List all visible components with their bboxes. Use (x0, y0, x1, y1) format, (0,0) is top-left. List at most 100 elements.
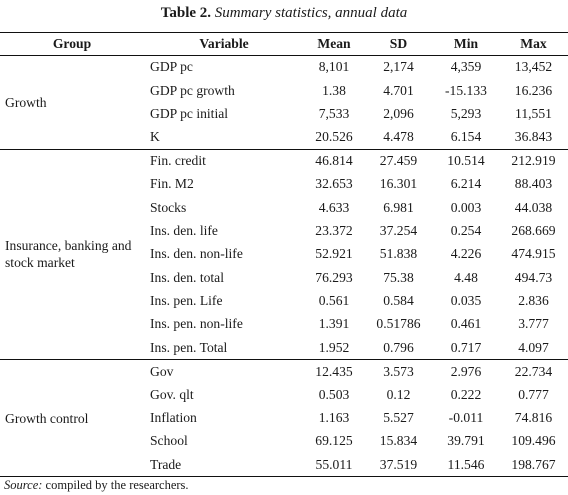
group-label: Growth (5, 94, 47, 110)
max-cell: 16.236 (514, 82, 553, 98)
sd-cell: 0.796 (383, 339, 414, 355)
variable-cell: Ins. den. total (150, 269, 224, 285)
min-cell: 0.035 (450, 293, 482, 309)
mean-cell: 1.391 (318, 316, 350, 332)
variable-cell: Inflation (150, 410, 197, 426)
header-min: Min (453, 36, 479, 51)
variable-cell: Fin. M2 (150, 176, 194, 192)
mean-cell: 46.814 (304, 148, 364, 173)
mean-cell: 55.011 (315, 456, 353, 472)
table-title: Summary statistics, annual data (214, 5, 408, 21)
mean-cell: 1.163 (318, 410, 350, 426)
sd-cell: 0.51786 (376, 316, 421, 332)
group-label: Insurance, banking and stock market (0, 148, 144, 360)
variable-cell: Ins. den. life (150, 222, 218, 238)
sd-cell: 2,174 (383, 59, 414, 75)
sd-cell: 2,096 (383, 105, 414, 121)
header-row: Group Variable Mean SD Min Max (0, 32, 568, 56)
variable-cell: Stocks (150, 199, 187, 215)
variable-cell: GDP pc growth (150, 82, 235, 98)
max-cell: 3.777 (518, 316, 549, 332)
sd-cell: 16.301 (379, 176, 418, 192)
max-cell: 2.836 (518, 293, 549, 309)
table-row: Growth GDP pc 8,101 2,174 4,359 13,452 (0, 56, 568, 109)
summary-statistics-table: Group Variable Mean SD Min Max Growth GDP… (0, 32, 568, 477)
min-cell: 0.717 (450, 339, 482, 355)
table-number: Table 2. (160, 5, 212, 21)
max-cell: 88.403 (514, 176, 553, 192)
sd-cell: 37.254 (379, 222, 418, 238)
max-cell: 109.496 (511, 433, 556, 449)
table-row: GDP pc growth 1.38 4.701 -15.133 16.236 (0, 79, 568, 102)
max-cell: 36.843 (514, 129, 553, 145)
sd-cell: 4.701 (383, 82, 414, 98)
min-cell: 10.514 (432, 148, 499, 173)
variable-cell: Ins. pen. Life (150, 293, 223, 309)
max-cell: 13,452 (514, 59, 553, 75)
header-mean: Mean (317, 36, 351, 51)
min-cell: 4.48 (454, 269, 478, 285)
header-max: Max (520, 36, 547, 51)
min-cell: 11.546 (447, 456, 485, 472)
header-group: Group (52, 36, 92, 51)
table-row: Trade 55.011 37.519 11.546 198.767 (0, 453, 568, 476)
mean-cell: 69.125 (315, 433, 353, 449)
sd-cell: 3.573 (364, 359, 433, 383)
table-row: Insurance, banking and stock market Fin. … (0, 148, 568, 360)
table-row: Fin. M2 32.653 16.301 6.214 88.403 (0, 172, 568, 195)
mean-cell: 12.435 (304, 359, 364, 383)
min-cell: 0.222 (450, 386, 482, 402)
table-row: GDP pc initial 7,533 2,096 5,293 11,551 (0, 102, 568, 125)
min-cell: 0.461 (450, 316, 482, 332)
max-cell: 4.097 (518, 339, 549, 355)
min-cell: 4,359 (450, 59, 482, 75)
max-cell: 74.816 (514, 410, 553, 426)
mean-cell: 76.293 (315, 269, 353, 285)
header-sd: SD (389, 36, 408, 51)
table-row: Inflation 1.163 5.527 -0.011 74.816 (0, 406, 568, 429)
mean-cell: 52.921 (315, 246, 353, 262)
min-cell: -15.133 (445, 82, 487, 98)
sd-cell: 4.478 (383, 129, 414, 145)
table-row: Ins. pen. Life 0.561 0.584 0.035 2.836 (0, 289, 568, 312)
source-note: Source: compiled by the researchers. (4, 478, 189, 493)
min-cell: 39.791 (447, 433, 485, 449)
mean-cell: 1.38 (322, 82, 346, 98)
max-cell: 44.038 (514, 199, 553, 215)
sd-cell: 0.12 (386, 386, 411, 402)
min-cell: 2.976 (432, 359, 499, 383)
max-cell: 198.767 (511, 456, 556, 472)
source-text: compiled by the researchers. (42, 478, 189, 492)
mean-cell: 20.526 (315, 129, 353, 145)
sd-cell: 37.519 (379, 456, 418, 472)
table-row: Gov. qlt 0.503 0.12 0.222 0.777 (0, 383, 568, 406)
sd-cell: 75.38 (383, 269, 414, 285)
variable-cell: K (150, 129, 160, 145)
variable-cell: GDP pc (150, 59, 193, 75)
max-cell: 494.73 (514, 269, 553, 285)
table-caption: Table 2. Summary statistics, annual data (0, 4, 568, 22)
header-variable: Variable (199, 36, 249, 51)
table-row: Growth control Gov 12.435 3.573 2.976 22.734 (0, 359, 568, 477)
max-cell: 268.669 (511, 222, 556, 238)
mean-cell: 23.372 (315, 222, 353, 238)
sd-cell: 5.527 (383, 410, 414, 426)
table-row: School 69.125 15.834 39.791 109.496 (0, 430, 568, 453)
min-cell: 0.003 (450, 199, 482, 215)
variable-cell: Fin. credit (144, 148, 304, 173)
mean-cell: 8,101 (318, 59, 350, 75)
min-cell: 5,293 (450, 105, 482, 121)
mean-cell: 32.653 (315, 176, 353, 192)
group-label: Growth control (0, 359, 144, 477)
variable-cell: Ins. pen. non-life (150, 316, 243, 332)
variable-cell: Ins. den. non-life (150, 246, 243, 262)
variable-cell: Ins. pen. Total (150, 339, 228, 355)
mean-cell: 7,533 (318, 105, 350, 121)
variable-cell: Gov. qlt (150, 386, 194, 402)
min-cell: 6.214 (450, 176, 482, 192)
table-row: Ins. pen. non-life 1.391 0.51786 0.461 3.777 (0, 313, 568, 336)
min-cell: 6.154 (450, 129, 482, 145)
table-row: K 20.526 4.478 6.154 36.843 (0, 126, 568, 149)
table-row: Ins. den. non-life 52.921 51.838 4.226 474.9… (0, 243, 568, 266)
table-row: Ins. pen. Total 1.952 0.796 0.717 4.097 (0, 336, 568, 359)
